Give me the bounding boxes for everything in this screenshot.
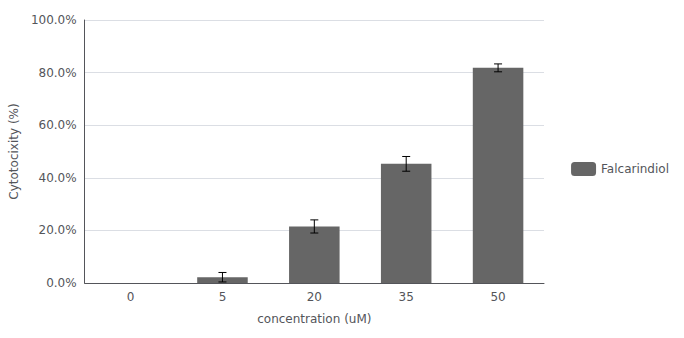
svg-text:35: 35 xyxy=(399,290,414,304)
svg-text:concentration (uM): concentration (uM) xyxy=(257,312,371,326)
svg-text:Cytotocixity (%): Cytotocixity (%) xyxy=(7,103,21,199)
svg-text:0: 0 xyxy=(127,290,135,304)
svg-text:80.0%: 80.0% xyxy=(39,66,77,80)
svg-text:100.0%: 100.0% xyxy=(31,13,77,27)
svg-text:20.0%: 20.0% xyxy=(39,223,77,237)
svg-text:5: 5 xyxy=(219,290,227,304)
svg-text:50: 50 xyxy=(490,290,505,304)
svg-text:40.0%: 40.0% xyxy=(39,171,77,185)
svg-text:Falcarindiol: Falcarindiol xyxy=(601,162,669,176)
svg-text:60.0%: 60.0% xyxy=(39,118,77,132)
svg-text:0.0%: 0.0% xyxy=(46,276,77,290)
svg-text:20: 20 xyxy=(307,290,322,304)
